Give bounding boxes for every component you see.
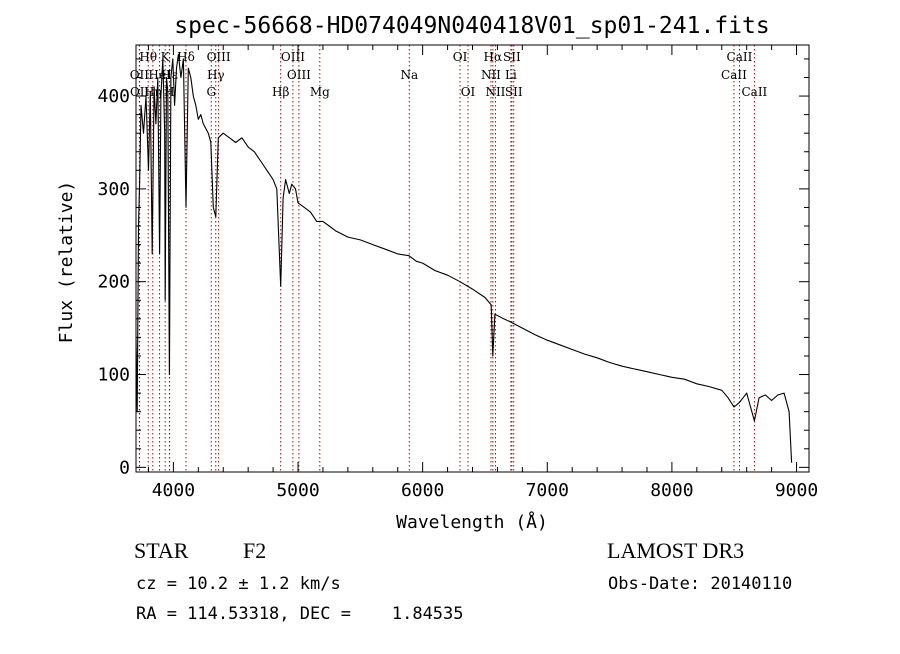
line-label: H [164,85,174,99]
x-tick-label: 6000 [401,480,444,501]
x-tick-label: 8000 [650,480,693,501]
line-label: CaII [721,68,747,82]
y-tick-label: 0 [119,457,130,478]
plot-frame [135,44,810,473]
x-tick-label: 9000 [775,480,818,501]
line-label: NII [485,85,505,99]
line-label: Hα [484,50,503,64]
y-tick-label: 400 [97,86,130,107]
line-label: OIII [281,50,305,64]
line-label: OIII [287,68,311,82]
line-label: OII [130,85,150,99]
line-label: OI [453,50,468,64]
line-label: OIII [207,50,231,64]
line-label: CaII [727,50,753,64]
line-label: SII [503,50,521,64]
line-label: G [206,85,216,99]
survey-name: LAMOST DR3 [607,538,745,563]
y-tick-label: 100 [97,365,130,386]
redshift-cz: cz = 10.2 ± 1.2 km/s [136,574,341,594]
spectrum-line [135,53,793,463]
coordinates: RA = 114.53318, DEC = 1.84535 [136,604,464,624]
line-label: OI [461,85,476,99]
line-label: K [161,50,171,64]
line-label: Hβ [272,85,289,99]
line-label: Hγ [207,68,225,82]
y-tick-label: 200 [97,272,130,293]
x-tick-label: 7000 [526,480,569,501]
object-class: STAR [134,538,189,563]
line-label: CaII [741,85,767,99]
y-axis-label: Flux (relative) [56,181,77,344]
x-tick-label: 4000 [152,480,195,501]
line-label: SII [505,85,523,99]
x-tick-label: 5000 [276,480,319,501]
line-label: Hδ [177,50,195,64]
observation-date: Obs-Date: 20140110 [608,574,793,594]
series-layer [135,53,793,463]
line-label: HeI [148,68,171,82]
x-axis-label: Wavelength (Å) [396,511,548,533]
line-label: Mg [310,85,330,99]
line-label: Hθ [139,50,157,64]
line-label: Na [400,68,418,82]
line-label: Li [505,68,517,82]
line-label: Hη [144,85,162,99]
axis-ticks-layer: 4000 5000 6000 7000 8000 9000 0 100 200 300 400 [97,45,818,501]
line-label: OII [130,68,150,82]
line-marker-layer [138,45,755,472]
chart-title: spec-56668-HD074049N040418V01_sp01-241.f… [174,13,769,39]
spectral-subclass: F2 [243,538,267,563]
line-label: NII [481,68,501,82]
y-tick-label: 300 [97,179,130,200]
